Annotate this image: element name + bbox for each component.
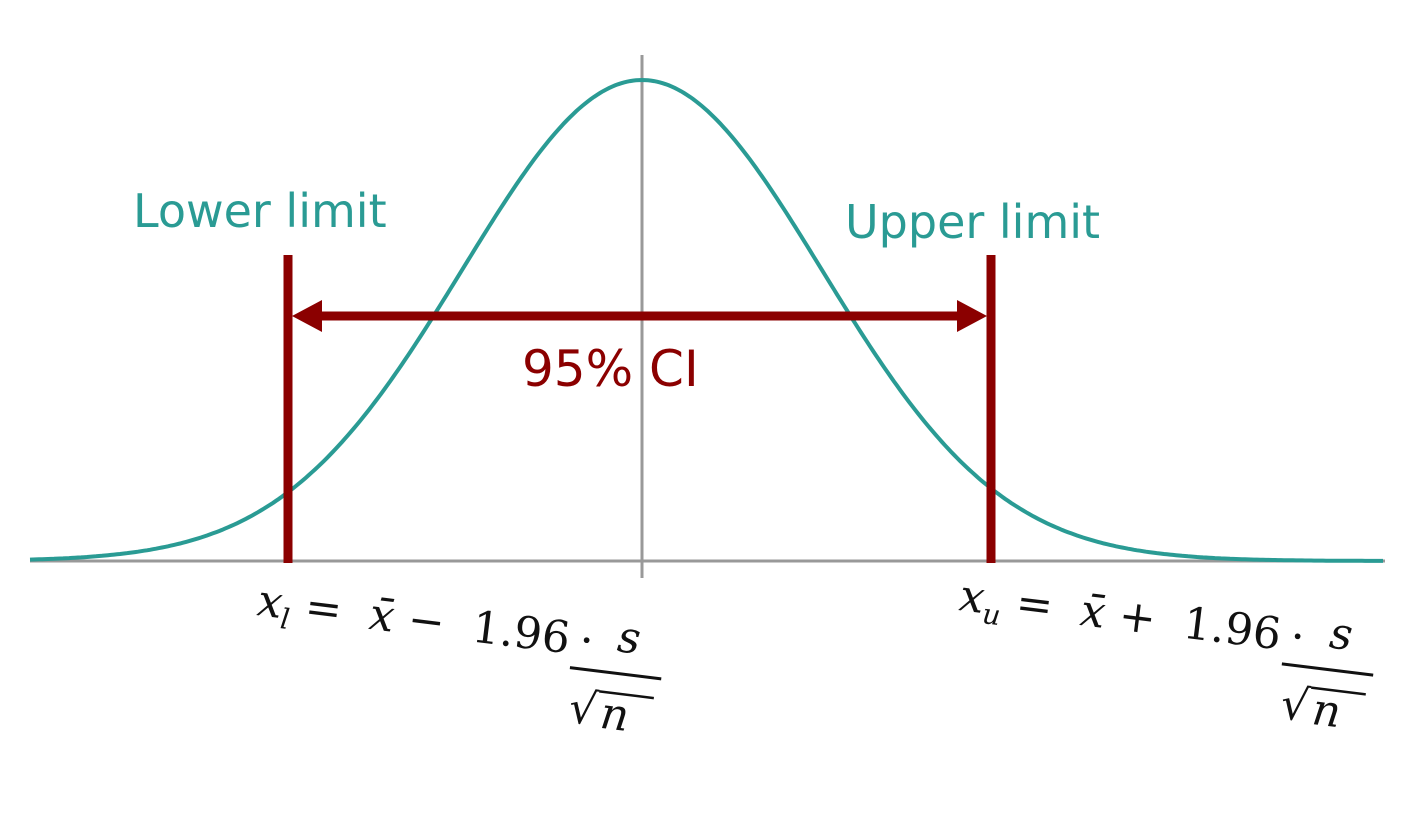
svg-text:√: √ — [566, 682, 601, 736]
svg-text:n: n — [1309, 684, 1343, 738]
svg-text:xu= x̄+ 1.96·: xu = x̄ + 1.96· — [956, 570, 1308, 669]
lower-limit-label: Lower limit — [133, 184, 387, 238]
lower-limit-formula: xl = x̄ − 1.96· s √ n — [254, 575, 662, 742]
upper-limit-formula: xu = x̄ + 1.96· s √ n — [956, 570, 1374, 738]
ci-label: 95% CI — [522, 340, 699, 398]
ci-double-arrow — [292, 300, 987, 332]
svg-text:xl= x̄− 1.96·: xl = x̄ − 1.96· — [254, 575, 597, 673]
svg-text:s: s — [615, 611, 644, 664]
normal-distribution-curve — [29, 77, 1383, 563]
upper-limit-label: Upper limit — [845, 195, 1100, 249]
svg-text:s: s — [1327, 608, 1356, 661]
svg-text:n: n — [597, 688, 631, 742]
svg-text:√: √ — [1278, 678, 1313, 732]
